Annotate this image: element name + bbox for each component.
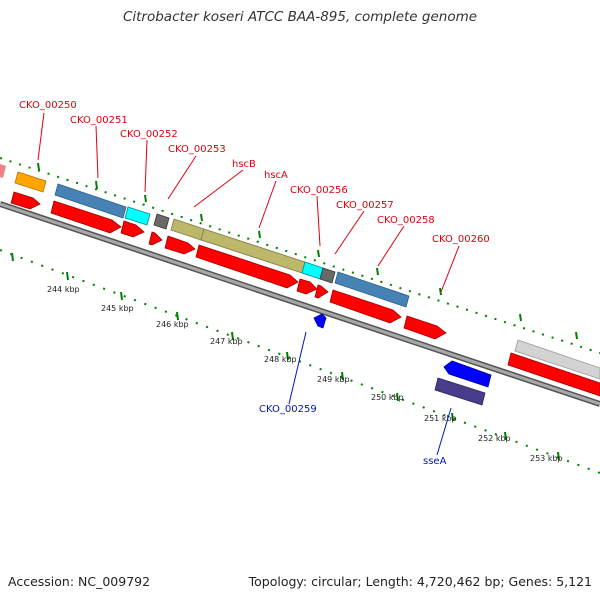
feature-cko-00251: [54, 183, 127, 219]
kbp-label: 250 kbp: [371, 393, 404, 402]
outer-tick-ring: [0, 157, 600, 354]
gene-label: CKO_00252: [120, 129, 178, 140]
tick-mark: [519, 313, 522, 322]
tick-mark: [11, 252, 14, 262]
gene-label: CKO_00251: [70, 115, 128, 126]
feature-cko-00257: [319, 267, 336, 284]
tick-mark: [258, 230, 261, 239]
gene-label: hscA: [264, 170, 288, 181]
map-title: Citrobacter koseri ATCC BAA-895, complet…: [122, 9, 478, 25]
feature-ssea: [434, 377, 486, 406]
kbp-labels: 244 kbp 245 kbp 246 kbp 247 kbp 248 kbp …: [47, 285, 563, 463]
cds-arrow: [10, 191, 41, 210]
tick-mark: [286, 351, 289, 361]
label-leaders: [37, 112, 460, 456]
kbp-label: 245 kbp: [101, 304, 134, 313]
tick-mark: [396, 392, 399, 402]
cds-arrow: [120, 220, 145, 238]
tick-mark: [341, 371, 344, 381]
feature-cko-00258: [334, 271, 410, 308]
reverse-track: [313, 313, 492, 406]
feature-pink: [0, 164, 6, 178]
tick-mark: [376, 267, 379, 276]
gene-label: CKO_00250: [19, 100, 77, 111]
feature-blue-arrow: [443, 360, 492, 388]
tick-mark: [66, 271, 69, 281]
inner-tick-ring: [0, 249, 600, 474]
accession-text: Accession: NC_009792: [8, 574, 151, 589]
tick-mark: [37, 162, 40, 171]
gene-label: CKO_00260: [432, 234, 490, 245]
gene-labels: CKO_00250 CKO_00251 CKO_00252 CKO_00253 …: [19, 100, 490, 467]
kbp-label: 246 kbp: [156, 320, 189, 329]
feature-light-gray: [514, 339, 600, 380]
cds-arrow: [195, 244, 299, 289]
kbp-label: 249 kbp: [317, 375, 350, 384]
gene-label: CKO_00259: [259, 404, 317, 415]
tick-mark: [176, 311, 179, 321]
cds-arrow: [507, 352, 600, 397]
kbp-label: 251 kbp: [424, 414, 457, 423]
cds-arrow: [164, 235, 196, 255]
kbp-label: 244 kbp: [47, 285, 80, 294]
feature-cko-00256: [301, 261, 324, 280]
tick-mark: [231, 331, 234, 341]
feature-cko-00259: [313, 313, 327, 329]
tick-mark: [200, 213, 203, 222]
gene-label: CKO_00253: [168, 144, 226, 155]
cds-arrow: [329, 289, 402, 324]
gene-label: CKO_00258: [377, 215, 435, 226]
cds-arrow: [296, 278, 318, 295]
tick-mark: [504, 431, 507, 441]
feature-cko-00253: [153, 213, 170, 230]
feature-cko-00252: [124, 206, 151, 226]
kbp-label: 252 kbp: [478, 434, 511, 443]
kbp-label: 253 kbp: [530, 454, 563, 463]
genome-stats-text: Topology: circular; Length: 4,720,462 bp…: [248, 574, 592, 589]
cds-track: [10, 191, 600, 397]
gene-label: hscB: [232, 159, 256, 170]
feature-track: [0, 164, 600, 380]
gene-label: CKO_00256: [290, 185, 348, 196]
tick-mark: [439, 287, 442, 296]
kbp-label: 247 kbp: [210, 337, 243, 346]
tick-mark: [317, 249, 320, 258]
tick-mark: [557, 451, 560, 461]
tick-mark: [144, 194, 147, 203]
feature-hscb: [170, 218, 205, 241]
gene-label: sseA: [423, 456, 447, 467]
feature-orange: [14, 171, 47, 193]
tick-mark: [451, 412, 454, 422]
cds-arrow: [403, 315, 447, 340]
kbp-label: 248 kbp: [264, 355, 297, 364]
cds-arrow: [50, 200, 122, 234]
cds-arrow: [148, 231, 163, 246]
cds-arrow: [314, 284, 329, 299]
gene-label: CKO_00257: [336, 200, 394, 211]
tick-mark: [575, 331, 578, 340]
tick-mark: [95, 180, 98, 190]
tick-mark: [120, 291, 123, 301]
